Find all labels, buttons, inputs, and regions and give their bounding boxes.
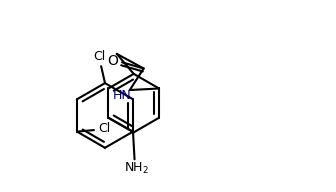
Text: O: O xyxy=(108,54,118,68)
Text: HN: HN xyxy=(113,89,131,102)
Text: Cl: Cl xyxy=(93,50,106,63)
Text: NH$_2$: NH$_2$ xyxy=(124,161,149,176)
Text: Cl: Cl xyxy=(98,122,111,135)
